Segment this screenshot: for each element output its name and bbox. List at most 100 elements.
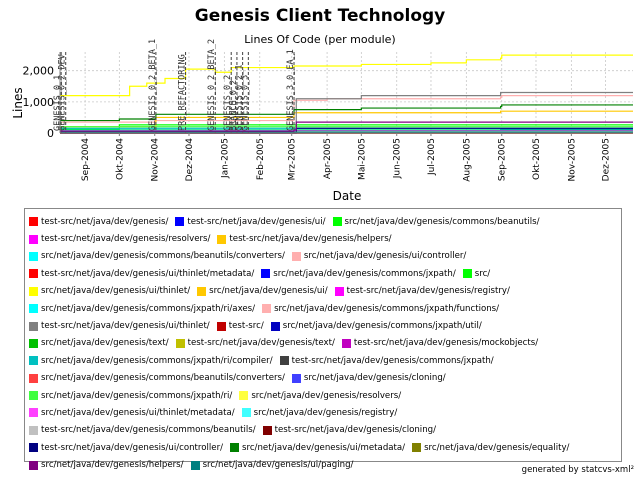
legend-label: src/net/java/dev/genesis/commons/beanuti… [41, 251, 285, 262]
legend-label: src/net/java/dev/genesis/text/ [41, 338, 169, 349]
y-axis-label: Lines [11, 87, 25, 118]
legend-item: src/ [462, 269, 490, 279]
x-tick-label: Jan-2005 [220, 138, 230, 179]
legend-row: src/net/java/dev/genesis/commons/beanuti… [29, 370, 621, 387]
legend-swatch [29, 408, 38, 418]
legend-label: src/net/java/dev/genesis/ui/paging/ [202, 460, 354, 471]
legend-item: src/net/java/dev/genesis/commons/jxpath/… [29, 304, 255, 314]
legend-row: src/net/java/dev/genesis/commons/jxpath/… [29, 300, 621, 317]
legend-item: test-src/net/java/dev/genesis/ui/thinlet… [29, 269, 254, 279]
legend-row: test-src/net/java/dev/genesis/resolvers/… [29, 230, 621, 247]
legend-swatch [279, 356, 289, 366]
legend-label: test-src/net/java/dev/genesis/mockobject… [353, 338, 539, 349]
legend-item: src/net/java/dev/genesis/commons/jxpath/… [262, 304, 499, 314]
legend-label: test-src/net/java/dev/genesis/cloning/ [274, 425, 436, 436]
legend-swatch [262, 304, 272, 314]
x-tick-label: Okt-2004 [115, 138, 125, 180]
legend-swatch [29, 217, 38, 227]
legend-item: src/net/java/dev/genesis/commons/jxpath/ [261, 269, 456, 279]
legend-item: test-src/net/java/dev/genesis/resolvers/ [29, 234, 210, 244]
series-line-32 [60, 104, 633, 122]
legend-row: src/net/java/dev/genesis/commons/jxpath/… [29, 387, 621, 404]
legend-swatch [462, 269, 472, 279]
legend-label: test-src/net/java/dev/genesis/resolvers/ [41, 234, 211, 245]
legend-swatch [29, 443, 38, 453]
legend-item: test-src/ [216, 321, 264, 331]
legend-label: src/net/java/dev/genesis/commons/jxpath/… [41, 390, 233, 401]
legend-swatch [29, 269, 38, 279]
legend-label: src/net/java/dev/genesis/commons/beanuti… [344, 216, 540, 227]
legend-label: test-src/net/java/dev/genesis/commons/jx… [291, 355, 494, 366]
legend-item: test-src/net/java/dev/genesis/text/ [175, 338, 335, 348]
legend-swatch [230, 443, 240, 453]
x-tick-label: Feb-2005 [256, 138, 266, 180]
legend-swatch [291, 373, 301, 383]
legend-label: test-src/net/java/dev/genesis/commons/be… [41, 425, 256, 436]
legend-item: src/net/java/dev/genesis/registry/ [241, 407, 398, 418]
legend-swatch [29, 234, 38, 244]
legend-label: src/net/java/dev/genesis/commons/jxpath/… [274, 303, 500, 314]
marker-label: GENESIS_0_2 [223, 75, 233, 131]
legend-swatch [291, 251, 301, 261]
legend-row: test-src/net/java/dev/genesis/ui/control… [29, 439, 621, 456]
legend-label: src/net/java/dev/genesis/registry/ [253, 407, 398, 418]
legend-label: src/net/java/dev/genesis/commons/jxpath/… [41, 355, 273, 366]
legend-item: src/net/java/dev/genesis/helpers/ [29, 460, 184, 470]
legend-swatch [197, 286, 207, 296]
generator-footer: generated by statcvs-xml² [521, 465, 634, 475]
legend-label: test-src/net/java/dev/genesis/registry/ [346, 286, 510, 297]
y-tick-label: 2,000 [23, 65, 55, 78]
legend-swatch [29, 304, 38, 314]
legend-swatch [241, 408, 251, 418]
x-tick-label: Apr-2005 [323, 138, 333, 179]
legend-swatch [216, 321, 226, 331]
marker-label: GENESIS_0_3 [240, 75, 250, 131]
legend-label: test-src/net/java/dev/genesis/ui/control… [41, 442, 224, 453]
legend-label: test-src/net/java/dev/genesis/ui/ [187, 216, 326, 227]
chart-subtitle: Lines Of Code (per module) [244, 33, 396, 46]
legend-label: src/net/java/dev/genesis/commons/jxpath/ [273, 268, 456, 279]
chart-title: Genesis Client Technology [194, 6, 446, 26]
legend-item: src/net/java/dev/genesis/resolvers/ [239, 391, 401, 401]
legend-item: src/net/java/dev/genesis/commons/beanuti… [29, 251, 285, 261]
axes [59, 52, 633, 136]
legend-item: src/net/java/dev/genesis/commons/jxpath/… [29, 391, 232, 401]
legend-swatch [239, 391, 249, 401]
x-tick-label: Jun-2005 [393, 138, 403, 179]
legend-label: src/net/java/dev/genesis/commons/jxpath/… [282, 321, 482, 332]
legend-swatch [175, 217, 185, 227]
marker-label: PRE_REFACTORING [178, 54, 188, 131]
legend-row: test-src/net/java/dev/genesis/ui/thinlet… [29, 265, 621, 282]
legend-row: test-src/net/java/dev/genesis/commons/be… [29, 422, 621, 439]
legend-item: test-src/net/java/dev/genesis/mockobject… [341, 338, 539, 349]
legend-item: src/net/java/dev/genesis/cloning/ [291, 373, 446, 384]
legend-swatch [217, 234, 227, 244]
x-tick-label: Okt-2005 [532, 138, 542, 180]
legend-label: src/net/java/dev/genesis/cloning/ [303, 373, 446, 384]
legend-item: src/net/java/dev/genesis/commons/jxpath/… [29, 356, 273, 366]
x-tick-label: Dez-2004 [185, 138, 195, 182]
legend-item: test-src/net/java/dev/genesis/ui/ [175, 216, 326, 227]
legend-item: test-src/net/java/dev/genesis/cloning/ [262, 425, 436, 436]
legend-label: src/net/java/dev/genesis/equality/ [424, 442, 570, 453]
legend-label: test-src/net/java/dev/genesis/helpers/ [229, 234, 392, 245]
legend-label: src/net/java/dev/genesis/ui/ [209, 286, 328, 297]
legend-swatch [175, 338, 185, 348]
y-tick-labels: 0 1,000 2,000 [23, 65, 55, 140]
legend-label: src/net/java/dev/genesis/ui/metadata/ [242, 442, 406, 453]
legend-label: src/net/java/dev/genesis/ui/controller/ [303, 251, 467, 262]
legend-item: src/net/java/dev/genesis/ui/thinlet/meta… [29, 408, 235, 418]
legend-row: src/net/java/dev/genesis/commons/jxpath/… [29, 352, 621, 369]
legend-item: src/net/java/dev/genesis/equality/ [412, 443, 569, 453]
x-tick-label: Mrz-2005 [288, 138, 298, 180]
legend-swatch [29, 321, 38, 331]
series-line-11 [60, 110, 633, 128]
legend-item: src/net/java/dev/genesis/ui/paging/ [190, 460, 354, 471]
legend-swatch [261, 269, 271, 279]
legend-item: test-src/net/java/dev/genesis/helpers/ [217, 234, 392, 245]
legend-row: test-src/net/java/dev/genesis/ui/thinlet… [29, 317, 621, 334]
legend-row: src/net/java/dev/genesis/helpers/src/net… [29, 456, 621, 473]
legend-item: src/net/java/dev/genesis/ui/controller/ [291, 251, 467, 262]
legend-item: test-src/net/java/dev/genesis/registry/ [334, 286, 510, 297]
